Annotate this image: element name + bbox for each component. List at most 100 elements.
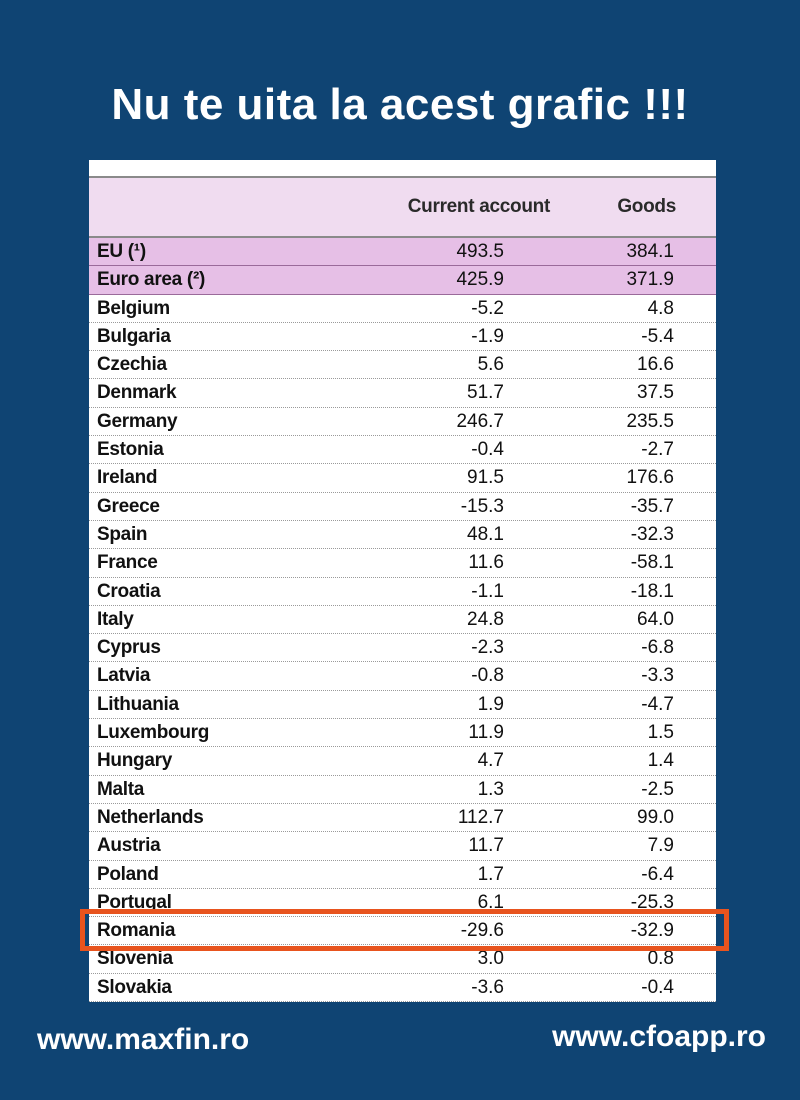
cell-current-account: -0.4	[471, 439, 504, 461]
table-row: Slovakia -3.6 -0.4	[89, 974, 716, 1002]
cell-goods: 99.0	[637, 806, 674, 828]
cell-current-account: 1.3	[477, 778, 504, 800]
row-country-label: Slovakia	[97, 976, 172, 998]
cell-current-account: 1.9	[477, 693, 504, 715]
table-row: Malta 1.3 -2.5	[89, 776, 716, 804]
table-top-rule	[89, 176, 716, 178]
cell-current-account: -1.1	[471, 580, 504, 602]
cell-current-account: 5.6	[477, 354, 504, 376]
table-row: Belgium -5.2 4.8	[89, 295, 716, 323]
cell-goods: -3.3	[641, 665, 674, 687]
cell-goods: -35.7	[630, 495, 674, 517]
table-row: Italy 24.8 64.0	[89, 606, 716, 635]
cell-current-account: 11.9	[468, 722, 504, 744]
table-row: Greece -15.3 -35.7	[89, 493, 716, 521]
table-row: Lithuania 1.9 -4.7	[89, 691, 716, 720]
cell-current-account: 24.8	[467, 608, 504, 630]
row-country-label: Romania	[97, 920, 176, 942]
cell-goods: -5.4	[641, 325, 674, 347]
table-row: Germany 246.7 235.5	[89, 408, 716, 437]
row-country-label: Czechia	[97, 354, 167, 376]
table-row: Latvia -0.8 -3.3	[89, 662, 716, 691]
cell-current-account: -15.3	[460, 495, 504, 517]
row-country-label: Latvia	[97, 665, 151, 687]
row-country-label: Belgium	[97, 297, 170, 319]
cell-goods: -6.8	[641, 637, 674, 659]
footer-link-right[interactable]: www.cfoapp.ro	[552, 1020, 766, 1053]
row-country-label: Hungary	[97, 750, 172, 772]
cell-goods: -4.7	[641, 693, 674, 715]
cell-goods: 4.8	[647, 297, 674, 319]
cell-goods: 37.5	[637, 382, 674, 404]
footer-link-left[interactable]: www.maxfin.ro	[37, 1023, 250, 1056]
cell-current-account: 51.7	[467, 382, 504, 404]
cell-current-account: 4.7	[477, 750, 504, 772]
cell-goods: -2.7	[641, 439, 674, 461]
row-country-label: Luxembourg	[97, 722, 210, 744]
row-country-label: Denmark	[97, 382, 177, 404]
row-country-label: Netherlands	[97, 806, 204, 828]
cell-current-account: 425.9	[456, 269, 504, 291]
row-country-label: Austria	[97, 835, 161, 857]
cell-goods: -6.4	[641, 863, 674, 885]
cell-current-account: -5.2	[471, 297, 504, 319]
table-row: France 11.6 -58.1	[89, 549, 716, 578]
column-header-goods: Goods	[617, 196, 676, 217]
cell-goods: 1.5	[647, 722, 674, 744]
cell-current-account: -0.8	[471, 665, 504, 687]
table-row: Romania -29.6 -32.9	[89, 917, 716, 946]
row-country-label: EU (¹)	[97, 241, 146, 262]
cell-current-account: 48.1	[467, 523, 504, 545]
data-table: Current account Goods EU (¹) 493.5 384.1 Eu…	[89, 160, 716, 1002]
table-row: Portugal 6.1 -25.3	[89, 889, 716, 918]
cell-goods: 64.0	[637, 608, 674, 630]
row-country-label: Portugal	[97, 891, 172, 913]
page-title: Nu te uita la acest grafic !!!	[111, 80, 689, 129]
row-country-label: Croatia	[97, 580, 161, 602]
cell-current-account: 3.0	[477, 948, 504, 970]
table-row: EU (¹) 493.5 384.1	[89, 238, 716, 267]
cell-current-account: -1.9	[471, 325, 504, 347]
row-country-label: Bulgaria	[97, 325, 171, 347]
cell-goods: -25.3	[630, 891, 674, 913]
table-row: Bulgaria -1.9 -5.4	[89, 323, 716, 352]
cell-goods: -58.1	[630, 552, 674, 574]
row-country-label: Germany	[97, 410, 178, 432]
row-country-label: Euro area (²)	[97, 269, 206, 291]
table-row: Slovenia 3.0 0.8	[89, 945, 716, 974]
table-row: Cyprus -2.3 -6.8	[89, 634, 716, 663]
cell-current-account: 112.7	[457, 806, 504, 828]
row-country-label: Lithuania	[97, 693, 179, 715]
row-country-label: Ireland	[97, 467, 158, 489]
table-row: Euro area (²) 425.9 371.9	[89, 266, 716, 295]
cell-goods: 1.4	[647, 750, 674, 772]
row-country-label: Spain	[97, 523, 148, 545]
cell-current-account: 1.7	[477, 863, 504, 885]
row-country-label: France	[97, 552, 158, 574]
row-country-label: Greece	[97, 495, 160, 517]
table-row: Spain 48.1 -32.3	[89, 521, 716, 550]
cell-current-account: 11.6	[468, 552, 504, 574]
cell-current-account: 6.1	[477, 891, 504, 913]
cell-current-account: 246.7	[456, 410, 504, 432]
cell-goods: -18.1	[630, 580, 674, 602]
table-row: Denmark 51.7 37.5	[89, 379, 716, 408]
row-country-label: Poland	[97, 863, 159, 885]
table-row: Croatia -1.1 -18.1	[89, 578, 716, 606]
table-row: Hungary 4.7 1.4	[89, 747, 716, 776]
highlight-box	[80, 909, 729, 951]
table-row: Austria 11.7 7.9	[89, 832, 716, 861]
cell-goods: 0.8	[647, 948, 674, 970]
table-row: Poland 1.7 -6.4	[89, 861, 716, 889]
cell-current-account: -3.6	[471, 976, 504, 998]
cell-goods: 7.9	[647, 835, 674, 857]
column-header-current-account: Current account	[407, 196, 551, 217]
cell-goods: 371.9	[626, 269, 674, 291]
table-row: Estonia -0.4 -2.7	[89, 436, 716, 465]
cell-goods: -32.9	[630, 920, 674, 942]
row-country-label: Estonia	[97, 439, 164, 461]
row-country-label: Malta	[97, 778, 145, 800]
row-country-label: Slovenia	[97, 948, 173, 970]
table-row: Czechia 5.6 16.6	[89, 351, 716, 380]
cell-goods: 176.6	[626, 467, 674, 489]
